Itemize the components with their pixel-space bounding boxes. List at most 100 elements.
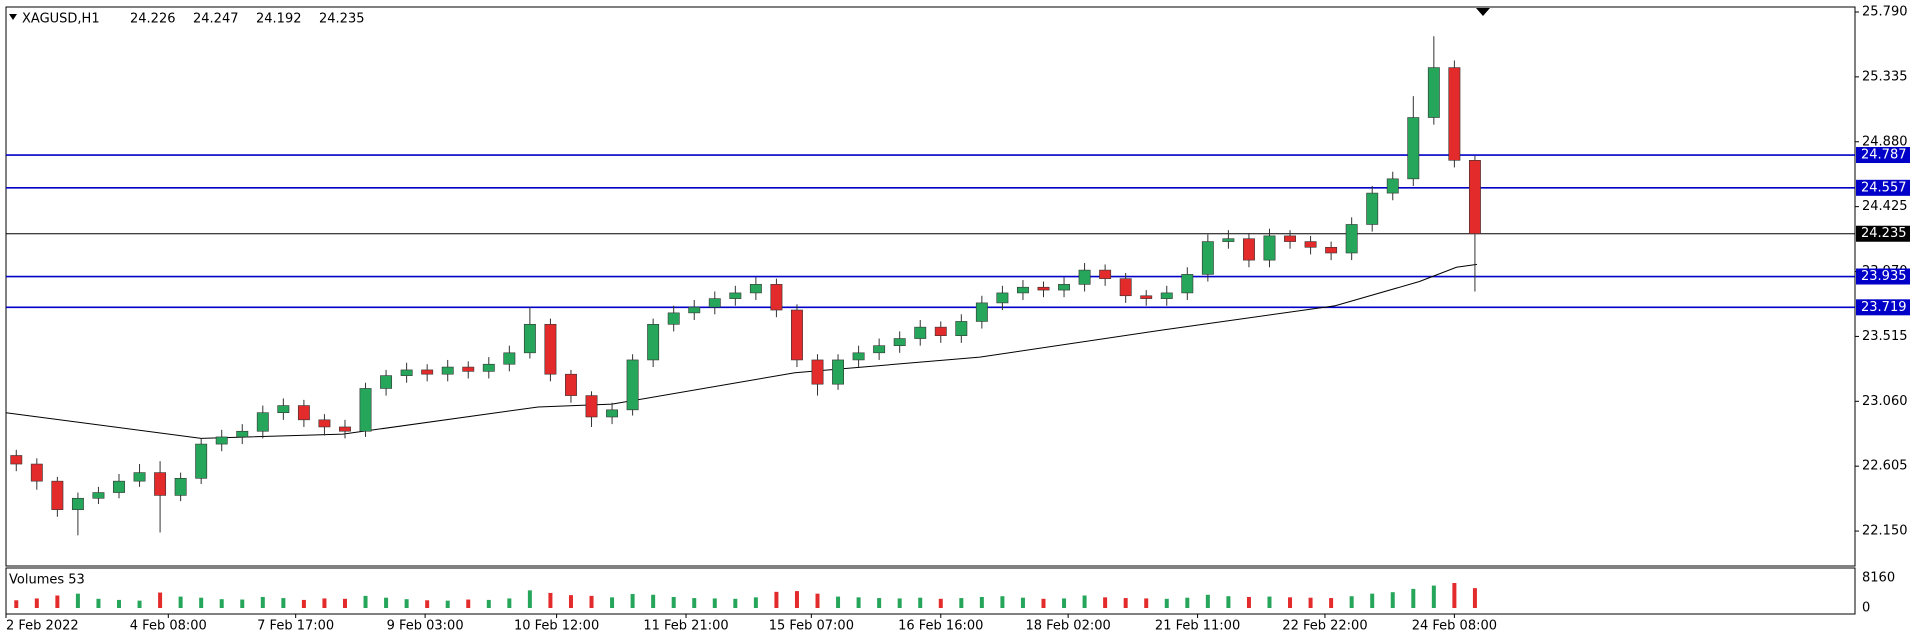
candle-body [256,412,269,432]
candle-body [71,497,84,510]
candle-body [1160,292,1173,299]
candle-body [873,345,886,354]
candle-body [1284,235,1296,242]
candle-body [770,284,783,311]
volume-bar [959,598,964,608]
candle-body [1140,295,1153,299]
volume-bar [774,591,779,608]
volume-bar [137,600,142,608]
candle-body [1304,241,1317,248]
volume-bar [548,592,553,608]
candle-body [832,359,844,385]
volume-bar [1020,597,1025,608]
candle-body [955,321,968,336]
volume-bar [507,598,512,608]
volume-bar [55,595,60,608]
level-label-bg [1856,268,1910,285]
candle-body [297,405,310,421]
x-tick-label: 16 Feb 16:00 [898,619,983,631]
volume-tick-label: 0 [1862,601,1870,616]
candle-body [1099,269,1112,279]
candle-body [1201,241,1214,275]
candle-body [1345,224,1358,254]
candle-body [996,292,1009,304]
candle-body [852,352,865,361]
candle-body [585,395,598,418]
volume-bar [301,599,306,608]
y-tick-label: 25.790 [1862,4,1908,19]
volume-bar [260,596,265,608]
volume-bar [753,597,758,608]
candle-body [462,366,475,372]
candle-body [277,405,290,414]
candle-body [647,323,660,361]
x-tick-label: 4 Feb 08:00 [130,619,207,631]
volume-bar [219,599,224,608]
shift-marker [1476,8,1490,16]
volume-bar [1123,598,1128,608]
volume-bar [877,598,882,608]
volume-bar [1267,596,1272,608]
candle-body [421,369,434,375]
volume-bar [794,591,799,608]
volume-bar [384,597,389,608]
candle-body [92,492,105,499]
candle-body [51,480,64,510]
volume-bar [1308,597,1313,608]
x-tick-label: 2 Feb 2022 [6,619,79,631]
candle-body [791,309,803,361]
volume-bar [199,597,204,608]
volume-bar [1144,598,1149,608]
volume-bar [938,598,943,608]
x-tick-label: 24 Feb 08:00 [1412,619,1497,631]
candle-body [1181,274,1194,294]
candle-body [975,302,988,322]
level-label-bg [1856,179,1910,196]
volume-bar [1390,592,1395,608]
candle-body [811,359,824,385]
candle-body [400,369,413,376]
y-tick-label: 22.150 [1862,524,1908,539]
volume-bar [1226,596,1231,608]
candle-body [708,298,721,308]
candle-body [1386,178,1399,194]
candle-body [667,312,680,325]
volume-bar [1452,583,1457,608]
symbol: XAGUSD,H1 [22,12,100,27]
volume-bar [712,598,717,608]
volume-bar [589,595,594,608]
y-tick-label: 25.335 [1862,69,1908,84]
volume-bar [979,596,984,608]
x-tick-label: 7 Feb 17:00 [257,619,334,631]
level-label: 24.557 [1861,180,1907,195]
candle-body [503,352,516,365]
volume-bar [14,600,19,608]
menu-arrow [9,14,17,20]
candle-body [934,326,947,336]
candle-body [1448,67,1461,161]
volume-bar [116,599,121,608]
candle-body [1407,117,1420,180]
volume-bar [568,595,573,608]
header-value: 24.192 [256,12,302,27]
volume-bar [281,598,286,608]
candle-body [914,326,927,339]
volume-bar [158,592,163,608]
candle-body [544,323,557,375]
volume-bar [178,596,183,608]
volume-bar [1288,597,1293,608]
x-tick-label: 10 Feb 12:00 [514,619,599,631]
candle-body [174,477,187,496]
volume-bar [466,599,471,608]
candle-body [565,373,577,396]
x-tick-label: 18 Feb 02:00 [1025,619,1110,631]
candle-body [606,409,619,418]
candle-body [1366,192,1379,225]
volume-bar [815,593,820,608]
candle-body [133,472,146,482]
volume-bar [425,600,430,608]
candle-body [10,455,23,465]
volume-bar [733,598,738,608]
candle-body [1058,284,1070,291]
volume-bar [1472,588,1477,608]
